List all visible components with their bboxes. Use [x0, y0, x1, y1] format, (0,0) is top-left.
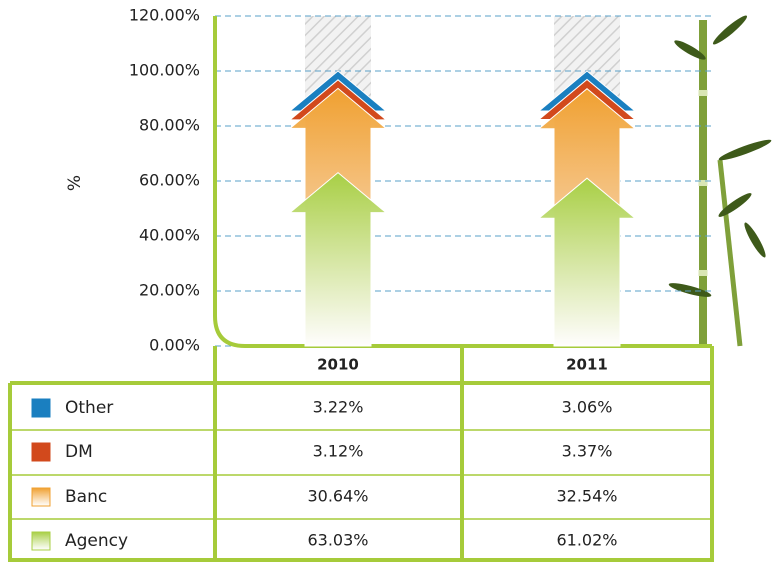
table-value: 3.22%: [313, 398, 364, 417]
legend-swatch: [32, 399, 50, 417]
chart: % 0.00% 20.00% 40.00% 60.00% 80.00% 100.00% 12…: [0, 0, 781, 562]
legend-label: Other: [65, 398, 113, 418]
decoration: [720, 160, 740, 346]
table-value: 32.54%: [556, 487, 617, 506]
legend-swatch: [32, 488, 50, 506]
column-header: 2010: [317, 356, 359, 374]
table-value: 30.64%: [307, 487, 368, 506]
table-value: 63.03%: [307, 531, 368, 550]
legend-swatch: [32, 532, 50, 550]
legend-swatch: [32, 443, 50, 461]
legend-label: Banc: [65, 487, 107, 507]
table-value: 3.12%: [313, 442, 364, 461]
arrow-segment: [290, 173, 386, 346]
decoration: [742, 221, 769, 260]
page: {"chart_data": {"type": "stacked-arrow",…: [0, 0, 781, 566]
y-tick-label: 0.00%: [149, 336, 200, 355]
bamboo-decoration: [668, 13, 773, 346]
y-tick-label: 20.00%: [139, 281, 200, 300]
legend-label: DM: [65, 442, 93, 462]
y-tick-label: 100.00%: [129, 61, 200, 80]
y-axis-label: %: [65, 175, 85, 191]
decoration: [717, 137, 772, 164]
column-header: 2011: [566, 356, 608, 374]
table-value: 3.37%: [562, 442, 613, 461]
table-value: 61.02%: [556, 531, 617, 550]
legend-label: Agency: [65, 531, 128, 551]
y-tick-label: 60.00%: [139, 171, 200, 190]
decoration: [711, 13, 750, 47]
arrow-segment: [539, 178, 635, 346]
y-tick-label: 40.00%: [139, 226, 200, 245]
table-value: 3.06%: [562, 398, 613, 417]
y-tick-label: 80.00%: [139, 116, 200, 135]
y-tick-label: 120.00%: [129, 6, 200, 25]
